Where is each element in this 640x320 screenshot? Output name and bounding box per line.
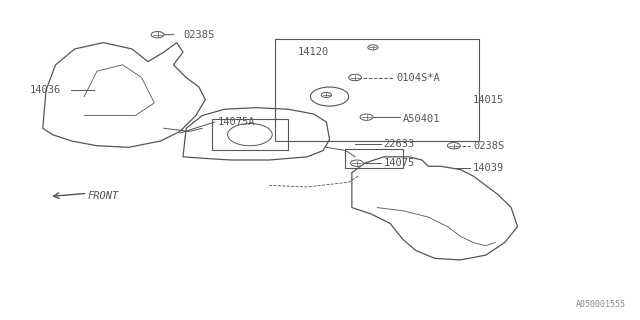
Circle shape: [321, 92, 332, 98]
Text: FRONT: FRONT: [88, 191, 118, 202]
Text: 14036: 14036: [30, 85, 61, 95]
Text: 0104S*A: 0104S*A: [396, 73, 440, 83]
Text: 14015: 14015: [473, 95, 504, 105]
Circle shape: [151, 32, 164, 38]
Bar: [212, 119, 288, 150]
Circle shape: [349, 74, 362, 81]
Bar: [275, 39, 479, 141]
Circle shape: [447, 142, 460, 149]
Text: A050001555: A050001555: [576, 300, 626, 309]
Text: 14075: 14075: [384, 158, 415, 168]
Text: 0238S: 0238S: [473, 141, 504, 151]
Bar: [346, 149, 403, 168]
Circle shape: [351, 160, 364, 166]
Circle shape: [360, 114, 373, 120]
Text: 0238S: 0238S: [183, 30, 214, 40]
Text: 22633: 22633: [384, 139, 415, 149]
Circle shape: [368, 45, 378, 50]
Text: A50401: A50401: [403, 114, 440, 124]
Text: 14039: 14039: [473, 163, 504, 173]
Text: 14120: 14120: [298, 47, 329, 57]
Text: 14075A: 14075A: [218, 117, 255, 127]
